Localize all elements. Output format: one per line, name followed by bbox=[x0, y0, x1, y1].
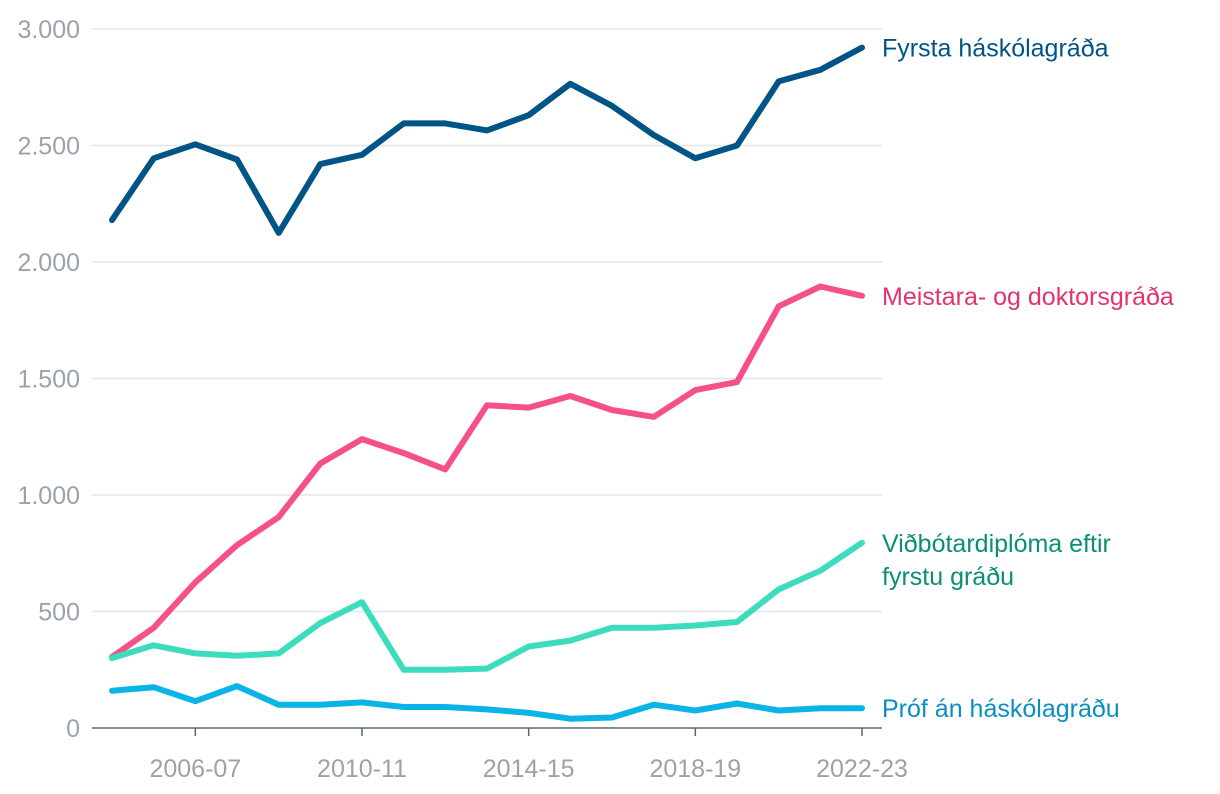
y-tick-label: 3.000 bbox=[17, 16, 80, 44]
series-line bbox=[109, 44, 865, 236]
y-tick-label: 1.500 bbox=[17, 366, 80, 394]
y-tick-label: 0 bbox=[66, 715, 80, 743]
series-label-line: Viðbótardiplóma eftir bbox=[882, 530, 1111, 558]
series-label: Próf án háskólagráðu bbox=[882, 695, 1120, 723]
x-tick-label: 2022-23 bbox=[816, 755, 908, 783]
gridlines bbox=[92, 28, 882, 613]
series-label: Fyrsta háskólagráða bbox=[882, 35, 1109, 63]
x-tick-label: 2010-11 bbox=[317, 755, 407, 783]
series-labels: Fyrsta háskólagráða Meistara- og doktorsg… bbox=[882, 35, 1174, 724]
series-label-line: Fyrsta háskólagráða bbox=[882, 35, 1109, 63]
series-label-line: fyrstu gráðu bbox=[882, 563, 1014, 591]
x-axis bbox=[92, 727, 882, 736]
series-lines bbox=[109, 44, 865, 722]
series-label-line: Próf án háskólagráðu bbox=[882, 695, 1120, 723]
y-tick-label: 2.500 bbox=[17, 133, 80, 161]
series-line bbox=[109, 539, 865, 673]
series-label: Viðbótardiplóma eftir fyrstu gráðu bbox=[882, 530, 1111, 591]
x-tick-label: 2018-19 bbox=[649, 755, 741, 783]
series-label-line: Meistara- og doktorsgráða bbox=[882, 283, 1174, 311]
series-line bbox=[109, 283, 865, 660]
series-line bbox=[109, 683, 865, 722]
y-tick-label: 1.000 bbox=[17, 482, 80, 510]
x-tick-label: 2006-07 bbox=[149, 755, 241, 783]
y-axis-tick-labels: 0 500 1.000 1.500 2.000 2.500 3.000 bbox=[17, 16, 80, 743]
x-axis-tick-labels: 2006-07 2010-11 2014-15 2018-19 2022-23 bbox=[149, 755, 907, 783]
y-tick-label: 500 bbox=[38, 599, 80, 627]
x-tick-label: 2014-15 bbox=[483, 755, 575, 783]
series-label: Meistara- og doktorsgráða bbox=[882, 283, 1174, 311]
y-tick-label: 2.000 bbox=[17, 249, 80, 277]
